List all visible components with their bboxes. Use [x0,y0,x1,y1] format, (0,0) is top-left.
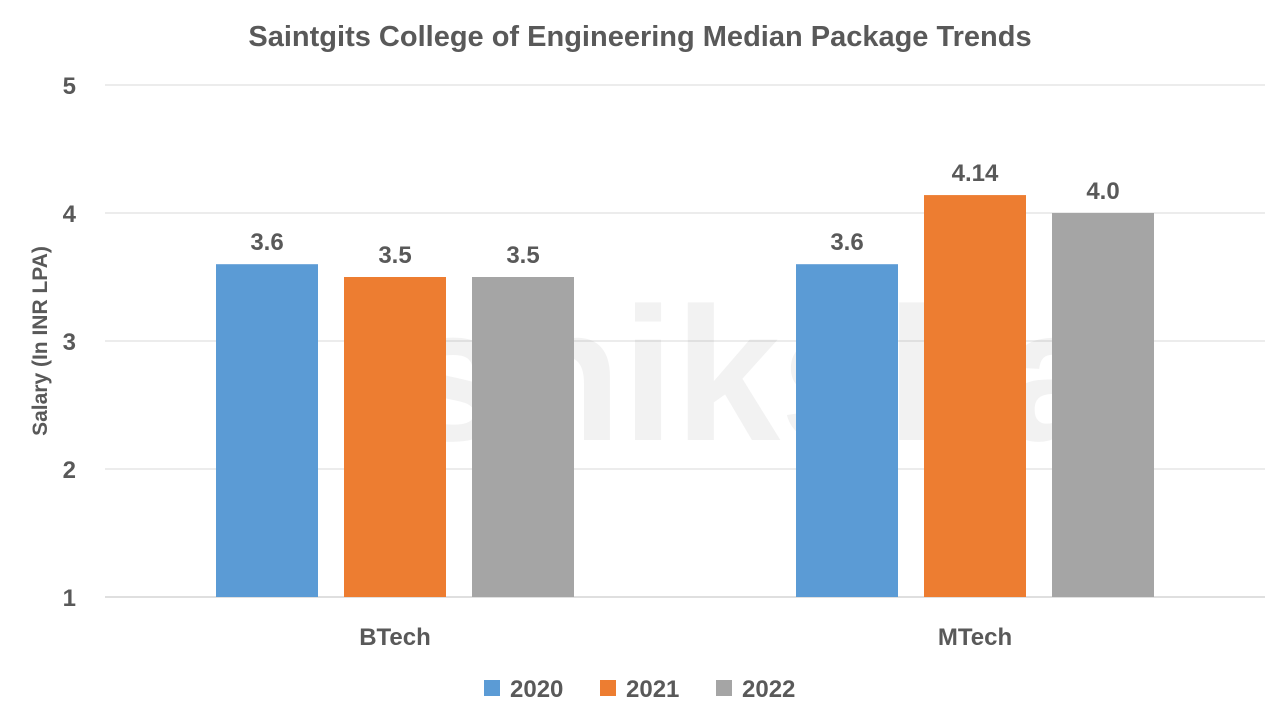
y-tick-label: 5 [63,73,76,100]
data-label: 4.0 [1086,178,1119,205]
legend-label: 2020 [510,676,563,703]
data-label: 3.5 [506,242,539,269]
bar-2021-BTech [344,277,446,597]
y-tick-label: 1 [63,585,76,612]
bar-2022-BTech [472,277,574,597]
data-label: 3.6 [250,229,283,256]
y-axis-ticks: 1 2 3 4 5 [63,73,77,612]
y-axis-label: Salary (In INR LPA) [29,246,52,436]
x-tick-label: MTech [938,624,1012,651]
y-tick-label: 4 [63,201,77,228]
bar-2020-MTech [796,264,898,597]
data-label: 4.14 [952,160,999,187]
x-tick-label: BTech [359,624,431,651]
legend: 2020 2021 2022 [484,676,795,703]
data-label: 3.5 [378,242,411,269]
legend-swatch-2021 [600,680,616,696]
data-label: 3.6 [830,229,863,256]
y-tick-label: 2 [63,457,76,484]
bar-2022-MTech [1052,213,1154,597]
y-tick-label: 3 [63,329,76,356]
legend-swatch-2020 [484,680,500,696]
legend-swatch-2022 [716,680,732,696]
legend-label: 2022 [742,676,795,703]
chart-title: Saintgits College of Engineering Median … [248,21,1031,53]
bar-2021-MTech [924,195,1026,597]
bar-2020-BTech [216,264,318,597]
x-axis-ticks: BTech MTech [359,624,1012,651]
bars: 3.6 3.5 3.5 3.6 4.14 4.0 [216,160,1154,597]
legend-label: 2021 [626,676,679,703]
